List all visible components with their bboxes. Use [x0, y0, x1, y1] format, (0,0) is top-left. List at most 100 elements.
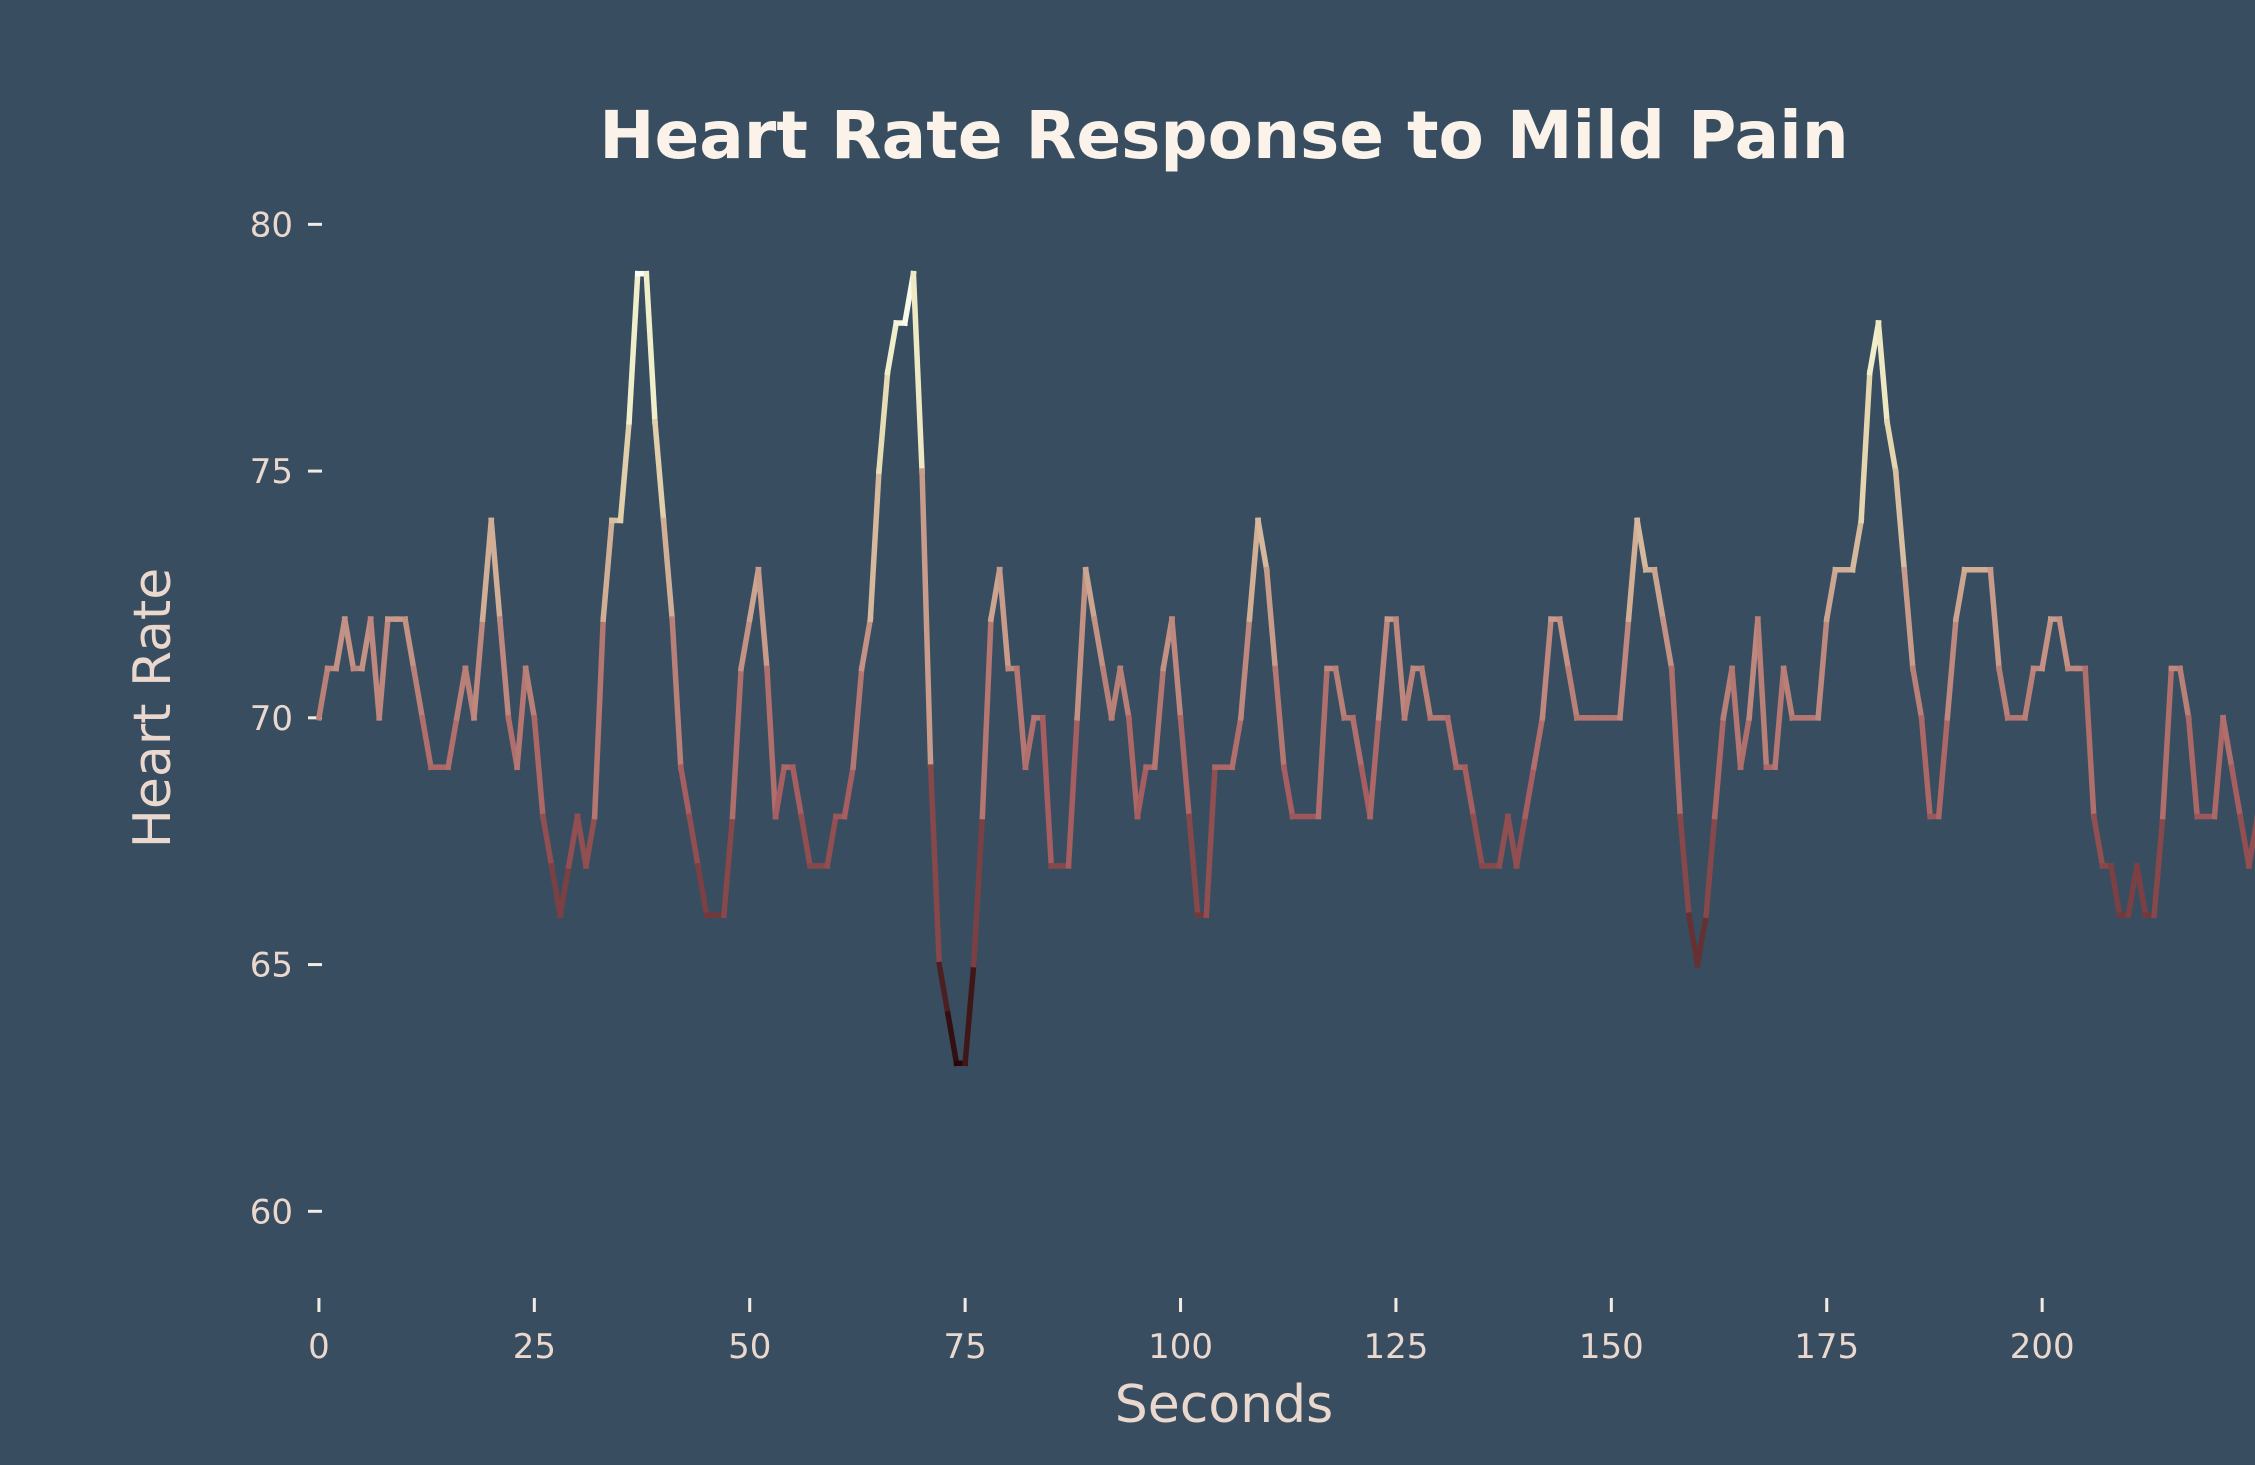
- line-segment: [582, 813, 598, 870]
- line-segment: [1134, 763, 1150, 820]
- line-segment: [1711, 714, 1727, 820]
- line-segment: [1539, 616, 1555, 721]
- line-segment: [376, 616, 391, 721]
- line-segment: [1013, 665, 1029, 771]
- line-segment: [1418, 665, 1434, 722]
- line-segment: [453, 665, 469, 722]
- line-segment: [2245, 815, 2255, 870]
- line-segment: [1616, 616, 1632, 721]
- heart-rate-series: [315, 270, 2255, 1067]
- line-segment: [1401, 665, 1417, 722]
- line-segment: [798, 813, 814, 870]
- line-segment: [1280, 763, 1296, 820]
- y-tick-label: 75: [250, 452, 293, 492]
- line-segment: [1315, 665, 1330, 820]
- line-segment: [1229, 714, 1245, 771]
- line-segment: [1392, 616, 1408, 721]
- line-segment: [1780, 665, 1796, 722]
- x-tick-label: 150: [1579, 1327, 1644, 1367]
- line-segment: [677, 763, 693, 820]
- line-segment: [936, 961, 952, 1018]
- line-segment: [772, 763, 788, 820]
- line-segment: [1995, 665, 2011, 722]
- line-segment: [2021, 665, 2037, 722]
- line-segment: [1677, 813, 1692, 919]
- x-tick-label: 100: [1148, 1327, 1213, 1367]
- line-segment: [2228, 763, 2244, 820]
- line-segment: [401, 615, 417, 672]
- line-segment: [1909, 665, 1925, 722]
- y-tick-label: 70: [250, 699, 293, 739]
- line-segment: [471, 616, 486, 721]
- line-segment: [315, 665, 331, 722]
- line-segment: [841, 763, 857, 820]
- line-segment: [1168, 616, 1184, 721]
- line-segment: [1082, 566, 1098, 623]
- line-segment: [1065, 714, 1081, 869]
- line-segment: [2211, 714, 2227, 820]
- line-segment: [970, 813, 986, 968]
- line-segment: [1858, 369, 1873, 524]
- line-segment: [858, 615, 874, 672]
- line-segment: [694, 862, 710, 919]
- line-segment: [1444, 714, 1460, 771]
- line-segment: [410, 665, 426, 722]
- line-segment: [332, 615, 348, 672]
- line-segment: [1091, 615, 1107, 672]
- line-segment: [1074, 566, 1089, 721]
- line-segment: [720, 813, 736, 919]
- line-segment: [1685, 912, 1701, 968]
- line-segment: [1892, 468, 1908, 573]
- line-segment: [884, 319, 900, 376]
- line-segment: [669, 616, 684, 771]
- line-segment: [1513, 813, 1529, 870]
- line-segment: [643, 270, 658, 425]
- line-segment: [1556, 615, 1572, 672]
- line-segment: [2219, 714, 2235, 771]
- line-segment: [1952, 566, 1968, 623]
- y-axis: 60 65 70 75 80: [250, 205, 322, 1232]
- line-segment: [1737, 714, 1753, 771]
- chart-title: Heart Rate Response to Mild Pain: [599, 97, 1849, 174]
- line-segment: [1772, 665, 1787, 771]
- line-segment: [626, 270, 641, 425]
- x-tick-label: 25: [513, 1327, 556, 1367]
- line-segment: [1504, 813, 1520, 870]
- line-segment: [1332, 665, 1348, 722]
- x-tick-label: 75: [944, 1327, 987, 1367]
- line-segment: [565, 813, 581, 870]
- line-segment: [2125, 862, 2141, 919]
- line-segment: [1565, 665, 1581, 722]
- line-segment: [1694, 912, 1710, 968]
- line-segment: [737, 615, 753, 672]
- line-segment: [1530, 714, 1546, 771]
- line-segment: [660, 517, 676, 623]
- line-segment: [2038, 615, 2054, 672]
- line-segment: [1987, 566, 2003, 672]
- y-axis-label: Heart Rate: [123, 568, 183, 849]
- line-segment: [496, 616, 512, 721]
- line-segment: [1151, 665, 1167, 771]
- line-segment: [1883, 418, 1899, 475]
- line-segment: [479, 517, 495, 623]
- line-segment: [341, 615, 357, 672]
- line-segment: [1496, 813, 1512, 870]
- x-tick-label: 175: [1794, 1327, 1859, 1367]
- line-segment: [539, 813, 555, 870]
- line-segment: [1625, 517, 1641, 623]
- line-segment: [600, 517, 615, 623]
- line-segment: [444, 714, 460, 771]
- line-segment: [531, 714, 546, 820]
- line-segment: [1461, 763, 1477, 820]
- line-segment: [927, 764, 943, 968]
- line-segment: [1634, 517, 1649, 573]
- line-segment: [919, 468, 934, 771]
- line-segment: [2133, 862, 2149, 919]
- line-segment: [910, 270, 925, 474]
- line-segment: [514, 665, 529, 771]
- line-segment: [1935, 714, 1951, 820]
- line-segment: [1367, 714, 1382, 820]
- x-axis-label: Seconds: [1115, 1375, 1333, 1435]
- line-segment: [1263, 566, 1279, 672]
